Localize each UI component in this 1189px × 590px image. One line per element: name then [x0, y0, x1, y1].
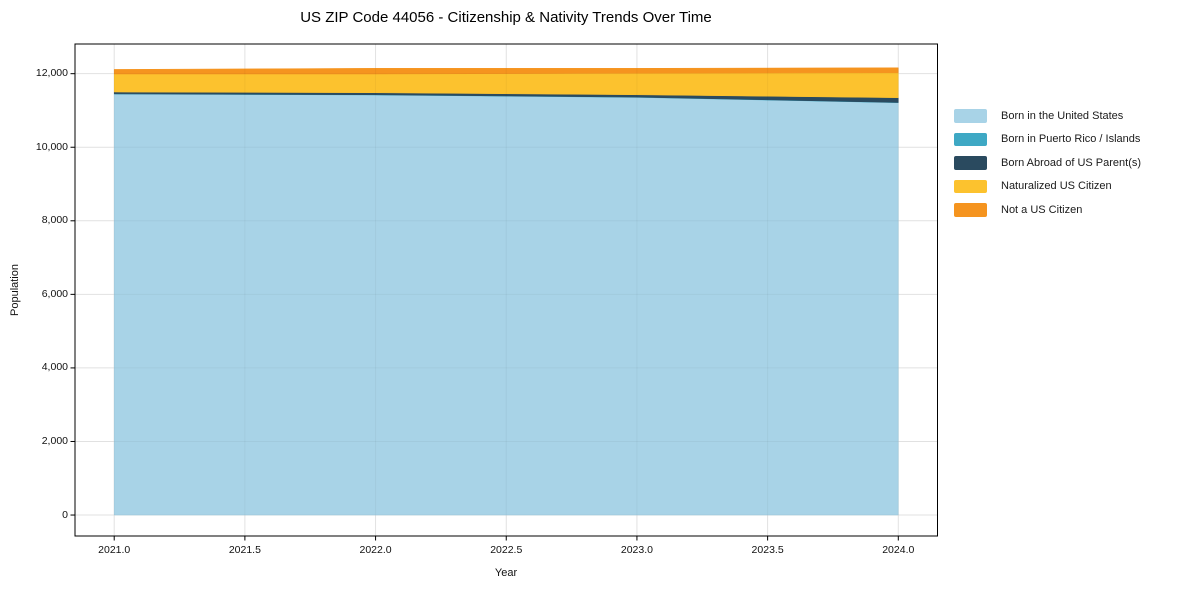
- legend-swatch-icon: [954, 179, 987, 193]
- x-tick-label: 2022.0: [359, 544, 392, 556]
- y-tick-label: 2,000: [41, 434, 68, 447]
- x-tick-label: 2021.0: [98, 544, 131, 556]
- y-tick-label: 0: [62, 508, 68, 521]
- legend-label: Born Abroad of US Parent(s): [1001, 156, 1142, 169]
- x-tick-label: 2023.0: [620, 544, 653, 556]
- legend-item: Naturalized US Citizen: [954, 179, 1141, 193]
- legend-label: Born in the United States: [1001, 109, 1124, 122]
- legend-item: Born Abroad of US Parent(s): [954, 156, 1141, 170]
- x-tick-label: 2024.0: [882, 544, 915, 556]
- legend-item: Not a US Citizen: [954, 203, 1141, 217]
- chart-title: US ZIP Code 44056 - Citizenship & Nativi…: [300, 9, 712, 26]
- x-axis-label: Year: [494, 567, 518, 579]
- legend-label: Born in Puerto Rico / Islands: [1001, 133, 1141, 146]
- y-axis-label: Population: [9, 264, 21, 316]
- legend-item: Born in the United States: [954, 109, 1141, 123]
- area-not-a-us-citizen: [113, 67, 899, 75]
- x-tick-label: 2021.5: [228, 544, 261, 556]
- x-tick-label: 2022.5: [490, 544, 523, 556]
- legend-swatch-icon: [954, 109, 987, 123]
- legend-swatch-icon: [954, 132, 987, 146]
- y-tick-label: 12,000: [35, 67, 68, 80]
- y-tick-label: 4,000: [41, 361, 68, 374]
- y-tick-label: 10,000: [35, 140, 68, 153]
- y-tick-label: 8,000: [41, 214, 68, 227]
- legend-swatch-icon: [954, 203, 987, 217]
- legend-label: Not a US Citizen: [1001, 203, 1083, 216]
- legend: Born in the United States Born in Puerto …: [954, 109, 1141, 227]
- legend-label: Naturalized US Citizen: [1001, 180, 1112, 193]
- x-tick-label: 2023.5: [751, 544, 784, 556]
- y-tick-label: 6,000: [41, 287, 68, 300]
- legend-swatch-icon: [954, 156, 987, 170]
- legend-item: Born in Puerto Rico / Islands: [954, 132, 1141, 146]
